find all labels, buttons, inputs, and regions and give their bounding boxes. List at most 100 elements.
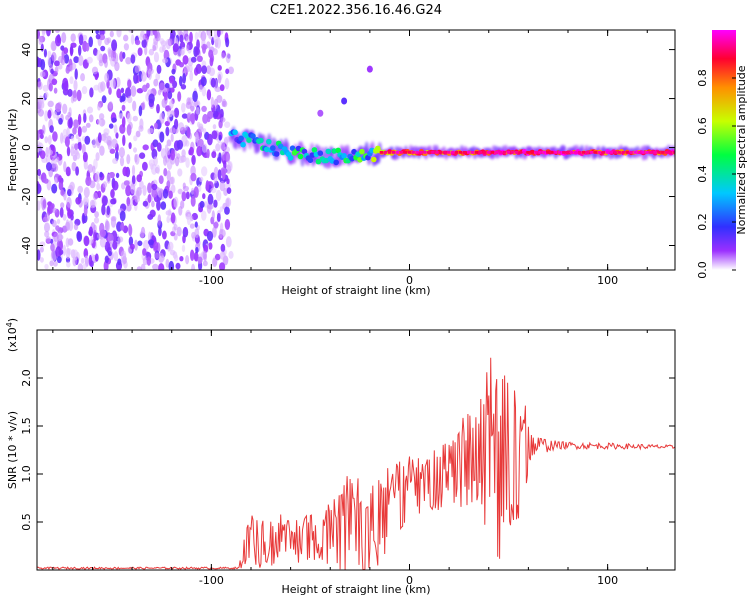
- snr-scale-factor: (x104): [5, 318, 20, 352]
- noise-blob: [59, 207, 64, 218]
- trace-core: [277, 143, 284, 150]
- noise-blob: [213, 110, 219, 118]
- noise-blob: [81, 86, 88, 95]
- noise-blob: [211, 151, 217, 159]
- noise-blob: [95, 171, 101, 183]
- noise-blob: [107, 233, 114, 244]
- noise-blob: [47, 146, 52, 154]
- noise-blob: [130, 54, 136, 64]
- noise-blob: [202, 250, 207, 260]
- trace-peak: [601, 151, 606, 154]
- trace-core: [333, 159, 340, 166]
- x-tick-label: 100: [597, 574, 618, 587]
- noise-blob: [39, 150, 46, 160]
- noise-blob: [189, 113, 195, 122]
- noise-blob: [92, 138, 97, 149]
- noise-blob: [43, 178, 49, 184]
- chart-title: C2E1.2022.356.16.46.G24: [270, 3, 442, 18]
- trace-peak: [534, 151, 538, 154]
- noise-blob: [99, 171, 103, 178]
- y-tick-label: 2.0: [20, 369, 33, 387]
- noise-blob: [153, 156, 158, 167]
- noise-blob: [44, 213, 50, 222]
- noise-blob: [163, 155, 168, 166]
- trace-peak: [518, 151, 522, 154]
- noise-blob: [67, 111, 72, 118]
- noise-blob: [166, 215, 170, 224]
- noise-blob: [201, 65, 207, 74]
- noise-blob: [200, 76, 207, 87]
- noise-blob: [69, 181, 75, 191]
- noise-blob: [169, 127, 176, 134]
- noise-blob: [53, 87, 58, 94]
- noise-blob: [123, 180, 130, 186]
- noise-blob: [180, 155, 185, 163]
- noise-blob: [177, 30, 182, 36]
- noise-blob: [153, 241, 159, 252]
- noise-blob: [213, 199, 218, 208]
- noise-blob: [126, 154, 131, 165]
- noise-blob: [91, 66, 99, 75]
- trace-peak: [562, 151, 566, 154]
- noise-blob: [89, 180, 96, 189]
- noise-blob: [127, 79, 132, 89]
- noise-blob: [126, 112, 132, 124]
- noise-blob: [72, 249, 79, 261]
- noise-blob: [179, 75, 183, 87]
- trace-core: [287, 155, 294, 161]
- snr-scale-suffix: ): [6, 318, 19, 322]
- noise-blob: [159, 255, 165, 261]
- noise-blob: [154, 122, 158, 129]
- trace-peak: [478, 151, 483, 154]
- noise-blob: [224, 219, 231, 230]
- snr-scale-text: (x10: [6, 327, 19, 352]
- trace-peak: [673, 151, 675, 154]
- noise-blob: [158, 175, 164, 185]
- noise-blob: [179, 256, 184, 262]
- trace-core: [240, 141, 246, 148]
- noise-blob: [207, 30, 213, 40]
- noise-blob: [113, 251, 119, 262]
- noise-blob: [202, 43, 206, 54]
- noise-blob: [37, 183, 42, 194]
- noise-blob: [50, 203, 55, 209]
- snr-series-line: [37, 357, 675, 570]
- noise-blob: [38, 35, 43, 46]
- noise-blob: [70, 135, 75, 142]
- noise-blob: [186, 213, 191, 226]
- noise-blob: [100, 81, 106, 92]
- trace-peak: [661, 151, 665, 154]
- noise-blob: [76, 231, 81, 241]
- noise-blob: [132, 115, 138, 122]
- noise-blob: [88, 254, 93, 267]
- noise-blob: [177, 91, 182, 102]
- noise-blob: [133, 147, 137, 153]
- noise-blob: [121, 93, 126, 102]
- noise-blob: [212, 48, 218, 56]
- trace-peak: [494, 151, 499, 154]
- noise-blob: [66, 146, 71, 157]
- noise-blob: [63, 161, 67, 173]
- noise-blob: [71, 161, 77, 172]
- trace-peak: [538, 151, 542, 154]
- noise-blob: [170, 87, 175, 93]
- trace-core: [273, 151, 280, 157]
- noise-blob: [53, 232, 59, 242]
- noise-blob: [122, 51, 126, 59]
- noise-blob: [65, 166, 71, 177]
- noise-blob: [101, 119, 106, 126]
- noise-blob: [139, 33, 146, 41]
- noise-blob: [224, 77, 230, 90]
- noise-blob: [83, 235, 90, 247]
- noise-blob: [99, 145, 105, 156]
- noise-blob: [78, 45, 82, 56]
- noise-blob: [169, 76, 175, 84]
- noise-blob: [70, 33, 76, 42]
- noise-blob: [199, 200, 205, 209]
- spectrogram-marks: [37, 30, 675, 270]
- noise-blob: [207, 203, 214, 210]
- trace-peak: [486, 151, 491, 154]
- noise-blob: [139, 180, 144, 190]
- noise-blob: [156, 199, 161, 211]
